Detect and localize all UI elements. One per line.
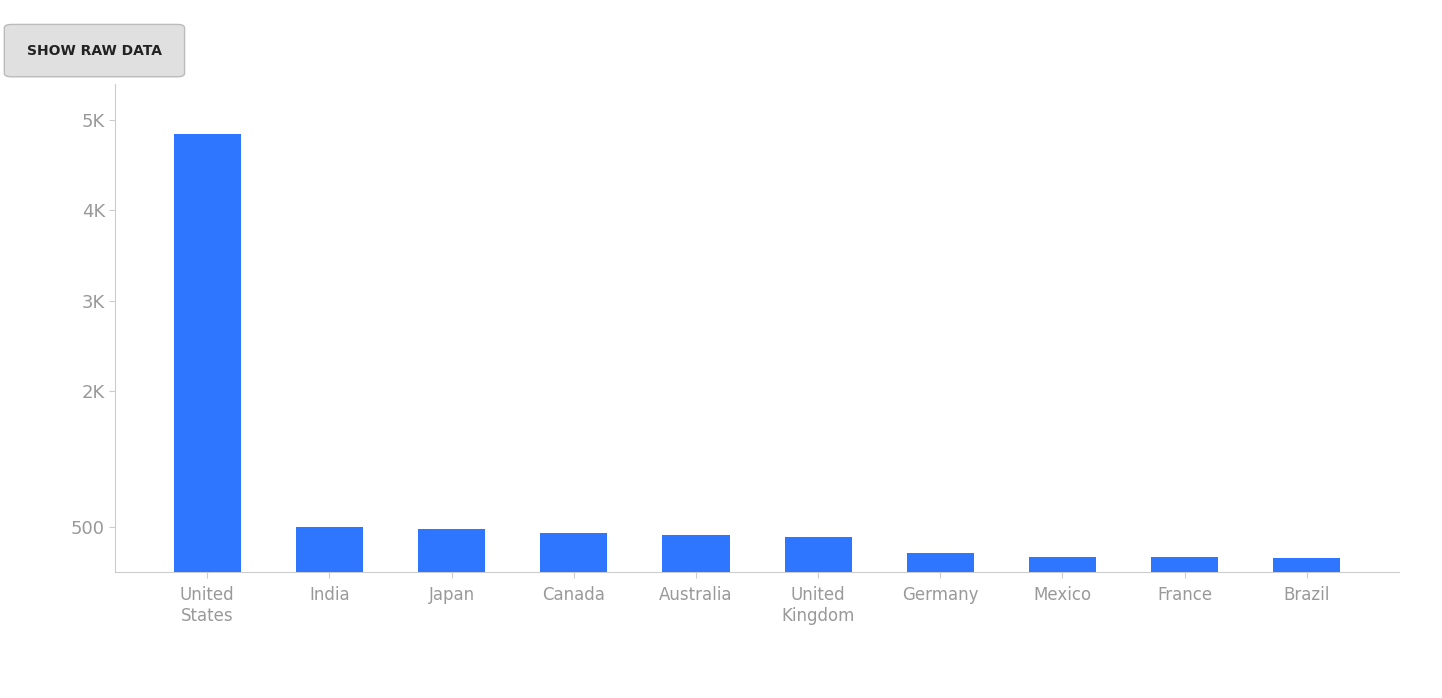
Bar xyxy=(907,553,973,572)
Bar xyxy=(541,533,607,572)
Text: SHOW RAW DATA: SHOW RAW DATA xyxy=(27,43,162,58)
Bar xyxy=(1151,558,1218,572)
Bar xyxy=(662,535,730,572)
Bar xyxy=(173,133,241,572)
Bar xyxy=(1273,558,1341,572)
Bar xyxy=(784,537,852,572)
Bar xyxy=(1030,556,1096,572)
Bar xyxy=(296,528,363,572)
Bar xyxy=(418,529,485,572)
